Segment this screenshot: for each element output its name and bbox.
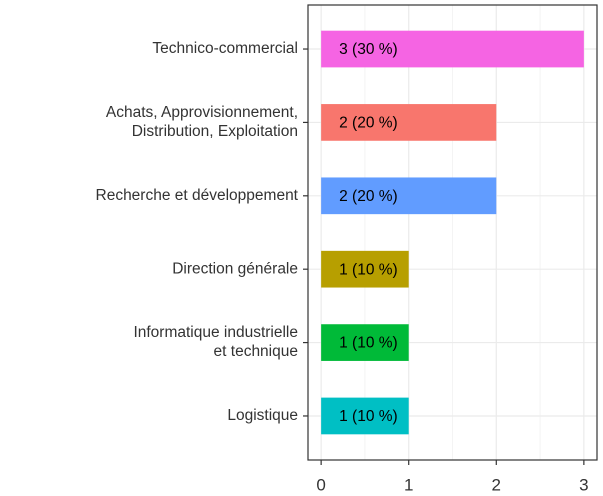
value-label: 1 (10 %) <box>339 335 398 352</box>
y-tick-label: Recherche et développement <box>96 187 299 204</box>
x-tick-label: 2 <box>492 475 501 494</box>
panel-border <box>307 4 598 461</box>
bar <box>321 104 497 141</box>
y-tick-label: Informatique industrielle <box>133 324 298 341</box>
y-tick-label: Distribution, Exploitation <box>132 123 298 140</box>
x-tick-label: 3 <box>579 475 588 494</box>
y-tick-label: Technico-commercial <box>152 40 298 57</box>
y-tick-label: Logistique <box>227 407 298 424</box>
x-tick-label: 0 <box>316 475 325 494</box>
value-label: 1 (10 %) <box>339 261 398 278</box>
y-tick-label: Achats, Approvisionnement, <box>106 104 298 121</box>
y-tick-label: Direction générale <box>172 260 298 277</box>
y-tick-label: et technique <box>214 343 298 360</box>
bar <box>321 30 584 68</box>
x-tick-label: 1 <box>404 475 413 494</box>
value-label: 2 (20 %) <box>339 115 398 132</box>
bar <box>321 250 409 288</box>
bar <box>321 397 409 435</box>
value-label: 2 (20 %) <box>339 188 398 205</box>
bar <box>321 324 409 361</box>
bar <box>321 177 497 215</box>
value-label: 3 (30 %) <box>339 41 398 58</box>
value-label: 1 (10 %) <box>339 408 398 425</box>
